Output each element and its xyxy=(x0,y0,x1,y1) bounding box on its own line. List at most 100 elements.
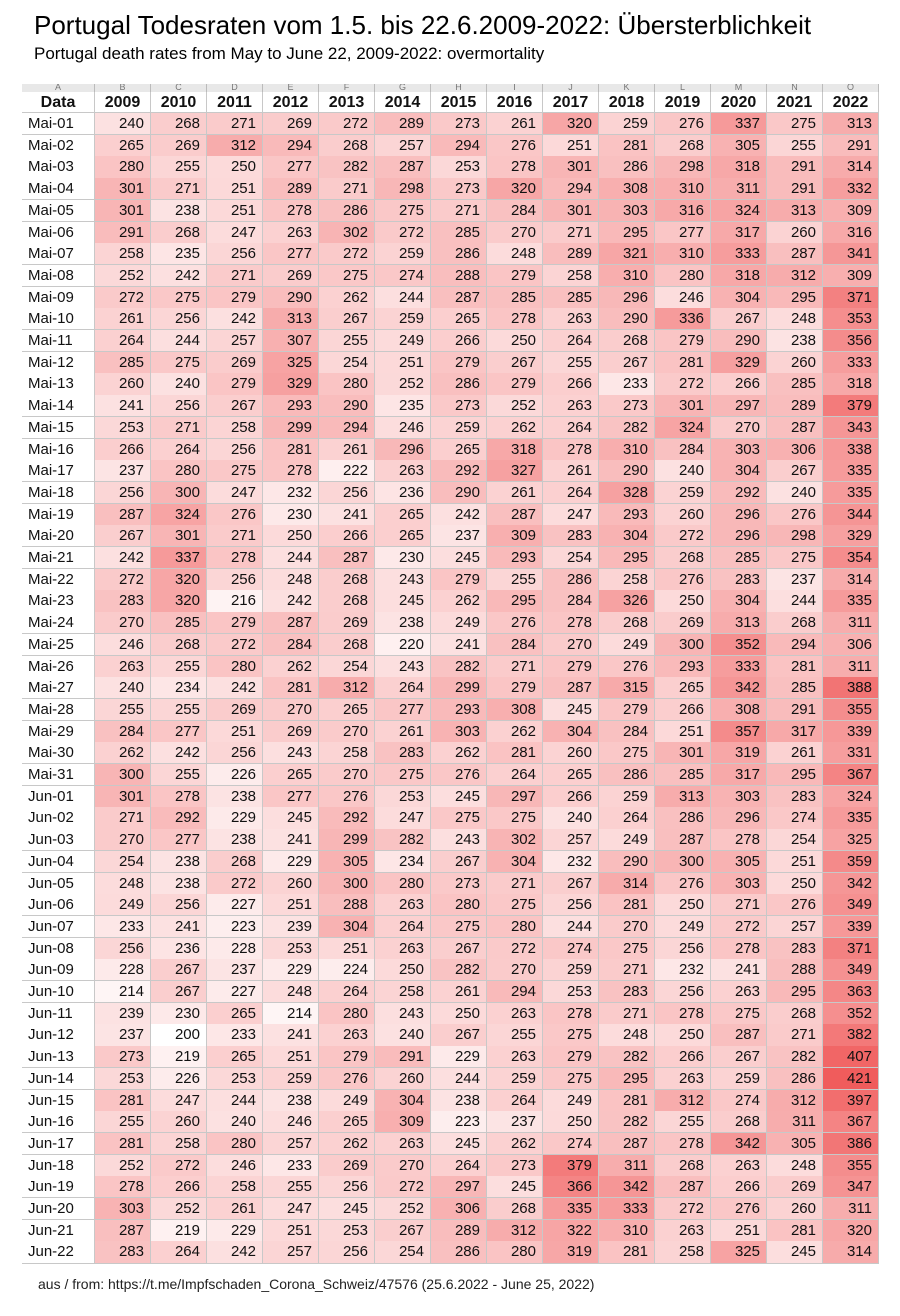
value-cell: 256 xyxy=(655,981,711,1004)
row-label: Jun-01 xyxy=(22,785,95,808)
value-cell: 355 xyxy=(823,698,879,722)
value-cell: 347 xyxy=(823,1176,879,1199)
value-cell: 271 xyxy=(487,872,543,895)
value-cell: 261 xyxy=(431,981,487,1004)
value-cell: 328 xyxy=(599,481,655,505)
value-cell: 288 xyxy=(767,959,823,982)
value-cell: 261 xyxy=(207,1198,263,1221)
value-cell: 232 xyxy=(655,959,711,982)
column-letter: A xyxy=(22,84,95,92)
value-cell: 243 xyxy=(431,829,487,852)
value-cell: 249 xyxy=(655,915,711,939)
value-cell: 271 xyxy=(599,959,655,982)
row-label: Mai-15 xyxy=(22,416,95,439)
value-cell: 256 xyxy=(207,438,263,461)
value-cell: 263 xyxy=(543,308,599,331)
column-letter: D xyxy=(207,84,263,92)
header-cell: 2018 xyxy=(599,92,655,113)
value-cell: 258 xyxy=(319,742,375,765)
value-cell: 259 xyxy=(543,959,599,982)
value-cell: 349 xyxy=(823,894,879,917)
value-cell: 332 xyxy=(823,178,879,201)
value-cell: 287 xyxy=(487,503,543,526)
value-cell: 268 xyxy=(767,1002,823,1025)
value-cell: 284 xyxy=(263,633,319,656)
value-cell: 275 xyxy=(543,1067,599,1090)
value-cell: 286 xyxy=(431,1241,487,1264)
value-cell: 240 xyxy=(95,113,151,136)
value-cell: 310 xyxy=(655,178,711,201)
value-cell: 271 xyxy=(151,416,207,439)
value-cell: 320 xyxy=(823,1219,879,1242)
value-cell: 252 xyxy=(375,1198,431,1221)
value-cell: 244 xyxy=(207,1089,263,1112)
value-cell: 352 xyxy=(711,633,767,656)
value-cell: 245 xyxy=(263,807,319,830)
row-label: Mai-07 xyxy=(22,243,95,266)
value-cell: 260 xyxy=(95,373,151,396)
value-cell: 263 xyxy=(263,221,319,244)
value-cell: 287 xyxy=(767,243,823,266)
value-cell: 285 xyxy=(767,677,823,700)
value-cell: 282 xyxy=(431,959,487,982)
value-cell: 271 xyxy=(543,221,599,244)
value-cell: 319 xyxy=(711,742,767,765)
value-cell: 313 xyxy=(263,308,319,331)
value-cell: 250 xyxy=(375,959,431,982)
value-cell: 237 xyxy=(767,568,823,591)
value-cell: 286 xyxy=(655,807,711,830)
value-cell: 265 xyxy=(655,677,711,700)
value-cell: 407 xyxy=(823,1046,879,1069)
header-cell: 2019 xyxy=(655,92,711,113)
value-cell: 342 xyxy=(711,1132,767,1156)
value-cell: 311 xyxy=(711,178,767,201)
value-cell: 238 xyxy=(151,872,207,895)
value-cell: 243 xyxy=(375,1002,431,1025)
value-cell: 234 xyxy=(151,677,207,700)
value-cell: 297 xyxy=(711,395,767,418)
value-cell: 272 xyxy=(151,1154,207,1177)
value-cell: 260 xyxy=(767,1198,823,1221)
value-cell: 251 xyxy=(767,850,823,873)
value-cell: 258 xyxy=(375,981,431,1004)
value-cell: 312 xyxy=(207,134,263,157)
value-cell: 252 xyxy=(95,264,151,288)
value-cell: 281 xyxy=(599,134,655,157)
value-cell: 248 xyxy=(263,568,319,591)
value-cell: 256 xyxy=(319,481,375,505)
value-cell: 267 xyxy=(319,308,375,331)
value-cell: 290 xyxy=(319,395,375,418)
value-cell: 275 xyxy=(151,351,207,374)
value-cell: 251 xyxy=(711,1219,767,1242)
value-cell: 255 xyxy=(151,698,207,722)
value-cell: 276 xyxy=(655,568,711,591)
value-cell: 257 xyxy=(767,915,823,939)
row-label: Mai-25 xyxy=(22,633,95,656)
value-cell: 296 xyxy=(711,525,767,548)
value-cell: 242 xyxy=(151,264,207,288)
value-cell: 263 xyxy=(711,1154,767,1177)
value-cell: 285 xyxy=(431,221,487,244)
value-cell: 303 xyxy=(599,199,655,222)
value-cell: 260 xyxy=(655,503,711,526)
value-cell: 270 xyxy=(375,1154,431,1177)
value-cell: 249 xyxy=(599,829,655,852)
value-cell: 262 xyxy=(319,1132,375,1156)
value-cell: 255 xyxy=(263,1176,319,1199)
value-cell: 272 xyxy=(207,872,263,895)
header-cell: 2022 xyxy=(823,92,879,113)
value-cell: 295 xyxy=(767,764,823,787)
value-cell: 280 xyxy=(487,915,543,939)
value-cell: 237 xyxy=(95,1024,151,1047)
value-cell: 263 xyxy=(319,1024,375,1047)
value-cell: 240 xyxy=(207,1111,263,1134)
row-label: Jun-10 xyxy=(22,981,95,1004)
value-cell: 264 xyxy=(543,416,599,439)
value-cell: 275 xyxy=(319,264,375,288)
value-cell: 267 xyxy=(431,850,487,873)
value-cell: 314 xyxy=(823,568,879,591)
value-cell: 256 xyxy=(207,568,263,591)
value-cell: 254 xyxy=(319,351,375,374)
value-cell: 281 xyxy=(599,894,655,917)
value-cell: 243 xyxy=(263,742,319,765)
